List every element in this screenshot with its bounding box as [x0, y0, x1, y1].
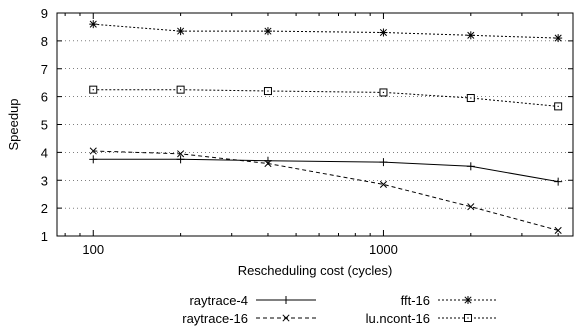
data-point	[89, 155, 98, 164]
y-tick-label: 2	[41, 201, 48, 216]
data-point	[467, 203, 475, 211]
x-tick-label: 100	[82, 242, 104, 257]
legend-label: raytrace-16	[182, 311, 248, 326]
y-tick-label: 6	[41, 90, 48, 105]
data-point	[554, 34, 563, 43]
data-point	[263, 27, 272, 36]
legend-entry: lu.ncont-16	[366, 311, 498, 326]
plot-frame	[56, 12, 574, 237]
data-point	[379, 28, 388, 37]
data-point	[176, 85, 185, 94]
data-point	[554, 177, 563, 186]
data-point	[89, 85, 98, 94]
y-tick-label: 5	[41, 118, 48, 133]
data-point	[177, 150, 185, 158]
legend-label: fft-16	[401, 293, 430, 308]
x-tick-label: 1000	[369, 242, 398, 257]
y-tick-label: 3	[41, 173, 48, 188]
data-point	[466, 162, 475, 171]
data-point	[176, 155, 185, 164]
data-point	[379, 158, 388, 167]
x-axis-title: Rescheduling cost (cycles)	[238, 263, 393, 278]
y-tick-label: 9	[41, 6, 48, 21]
gridlines	[57, 40, 573, 209]
axis-ticks: 1 2 3 4 5 6 7 8 9 100 1000	[41, 6, 573, 257]
series-raytrace-4	[89, 155, 563, 186]
legend-marker	[464, 314, 472, 322]
legend-entry: raytrace-4	[189, 293, 316, 308]
series-line	[93, 158, 559, 183]
legend-marker	[282, 314, 290, 322]
data-point	[554, 226, 562, 234]
data-point	[264, 159, 272, 168]
y-axis-title: Speedup	[6, 98, 21, 150]
plot-series	[89, 20, 563, 234]
series-raytrace-16	[89, 147, 562, 234]
series-lu.ncont-16	[89, 85, 563, 111]
data-point	[466, 94, 475, 103]
legend-marker	[464, 296, 472, 304]
data-point	[466, 31, 475, 40]
legend: raytrace-4 raytrace-16 fft-16 lu.ncont-16	[182, 293, 498, 326]
data-point	[176, 27, 185, 36]
legend-entry: fft-16	[401, 293, 498, 308]
series-line	[93, 23, 559, 39]
legend-entry: raytrace-16	[182, 311, 316, 326]
legend-label: lu.ncont-16	[366, 311, 430, 326]
data-point	[379, 88, 388, 97]
series-line	[93, 150, 559, 231]
data-point	[89, 20, 98, 29]
series-line	[93, 89, 559, 107]
data-point	[263, 87, 272, 96]
data-point	[89, 147, 97, 155]
y-tick-label: 8	[41, 34, 48, 49]
legend-marker	[282, 296, 290, 304]
legend-label: raytrace-4	[189, 293, 248, 308]
y-tick-label: 4	[41, 145, 48, 160]
series-fft-16	[89, 20, 563, 43]
y-tick-label: 7	[41, 62, 48, 77]
y-tick-label: 1	[41, 229, 48, 244]
data-point	[379, 180, 387, 188]
data-point	[554, 102, 563, 111]
